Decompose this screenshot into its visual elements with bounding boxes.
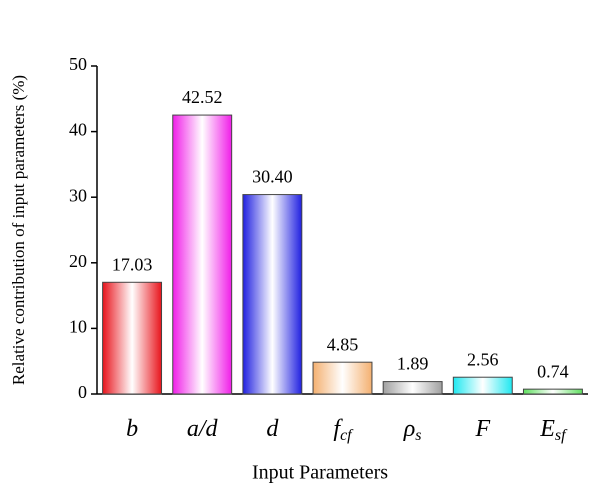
- bar: [172, 114, 233, 395]
- category-name: ρ: [403, 416, 416, 442]
- y-tick-label: 10: [69, 317, 87, 337]
- value-label: 17.03: [112, 254, 153, 274]
- category-name: f: [333, 416, 343, 442]
- y-axis-label: Relative contribution of input parameter…: [9, 75, 28, 385]
- x-tick-label: fcf: [333, 416, 354, 444]
- bar: [382, 381, 443, 395]
- x-tick-label: d: [266, 416, 279, 442]
- y-tick-label: 0: [78, 382, 87, 402]
- y-tick-label: 40: [69, 120, 87, 140]
- category-name: d: [266, 416, 279, 442]
- value-label: 42.52: [182, 87, 223, 107]
- category-name: E: [539, 416, 555, 442]
- x-tick-label: b: [126, 416, 138, 442]
- category-name: b: [126, 416, 138, 442]
- category-subscript: cf: [340, 427, 354, 444]
- bar: [242, 194, 303, 395]
- category-subscript: s: [415, 427, 421, 444]
- bar: [522, 388, 583, 395]
- bar: [312, 361, 373, 395]
- value-label: 30.40: [252, 167, 293, 187]
- bar: [452, 376, 513, 395]
- category-name: a/d: [187, 416, 219, 442]
- x-axis-label: Input Parameters: [252, 462, 388, 484]
- value-label: 0.74: [537, 361, 569, 381]
- value-label: 2.56: [467, 349, 499, 369]
- category-subscript: sf: [555, 427, 568, 444]
- x-tick-label: ρs: [403, 416, 422, 444]
- bar: [102, 281, 163, 395]
- y-tick-label: 30: [69, 185, 87, 205]
- value-label: 1.89: [397, 354, 429, 374]
- category-name: F: [474, 416, 490, 442]
- y-tick-label: 20: [69, 251, 87, 271]
- value-label: 4.85: [327, 334, 359, 354]
- x-tick-label: a/d: [187, 416, 219, 442]
- x-tick-label: F: [474, 416, 490, 442]
- y-tick-label: 50: [69, 54, 87, 74]
- x-tick-label: Esf: [539, 416, 568, 444]
